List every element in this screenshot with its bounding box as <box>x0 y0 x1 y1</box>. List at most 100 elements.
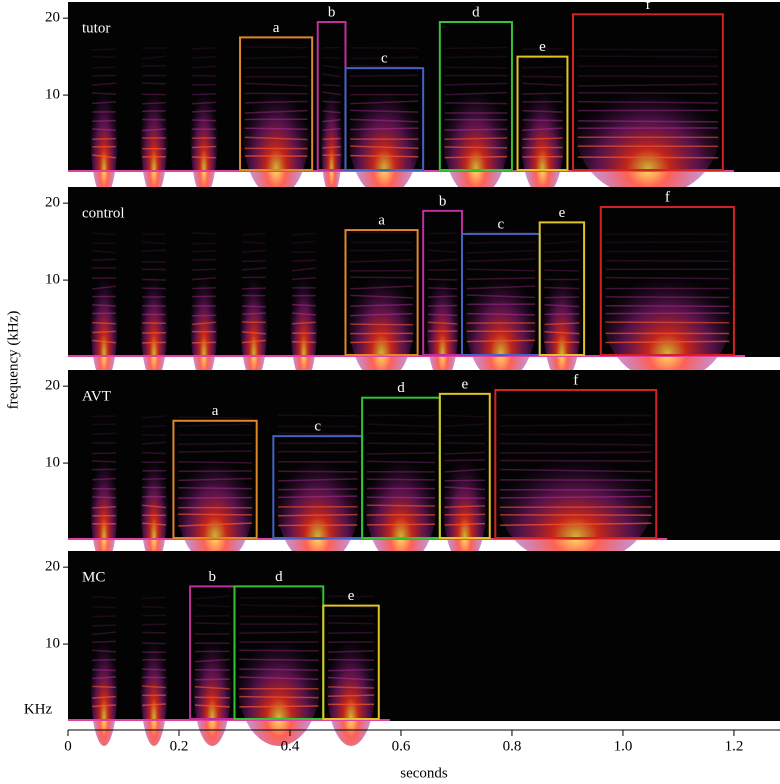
harmonic <box>192 74 216 77</box>
panel: MC 20 10 b d e <box>45 551 780 746</box>
syllable <box>575 67 721 197</box>
harmonic <box>544 250 580 253</box>
harmonic <box>328 622 375 625</box>
harmonic <box>239 705 319 708</box>
harmonic <box>522 119 563 122</box>
harmonic <box>142 241 166 245</box>
harmonic <box>350 64 419 68</box>
syllable <box>603 252 732 382</box>
harmonic <box>178 450 252 453</box>
harmonic <box>466 339 535 343</box>
harmonic <box>142 642 166 645</box>
harmonic <box>239 631 319 634</box>
harmonic <box>366 432 436 435</box>
syllable <box>90 67 118 197</box>
harmonic <box>544 296 580 299</box>
y-axis-label: frequency (kHz) <box>5 311 21 410</box>
harmonic <box>242 287 266 290</box>
syllable <box>140 616 168 746</box>
box-label: b <box>439 193 447 209</box>
box-label: b <box>209 569 217 585</box>
harmonic <box>192 56 216 59</box>
harmonic <box>522 137 563 141</box>
panel: tutor 20 10 a b c d e f <box>45 0 780 197</box>
syllable-box <box>344 67 425 171</box>
harmonic <box>444 55 508 59</box>
harmonic <box>605 276 730 280</box>
harmonic <box>350 127 419 131</box>
y-tick-label: 20 <box>45 195 60 211</box>
harmonic <box>427 278 458 281</box>
harmonic <box>92 330 116 334</box>
harmonic <box>444 423 486 428</box>
harmonic <box>194 658 230 663</box>
box-label: d <box>397 380 405 396</box>
harmonic <box>92 631 117 636</box>
y-tick-label: 10 <box>45 87 60 103</box>
harmonic <box>500 451 652 454</box>
harmonic <box>322 100 341 104</box>
y-tick-label: 20 <box>45 559 60 575</box>
harmonic <box>92 668 116 672</box>
harmonic <box>92 649 116 653</box>
harmonic <box>242 305 266 308</box>
harmonic <box>350 109 419 113</box>
harmonic <box>350 74 419 78</box>
harmonic <box>244 82 308 87</box>
harmonic <box>291 259 316 262</box>
harmonic <box>444 128 508 131</box>
harmonic <box>427 249 458 253</box>
syllable <box>320 67 343 197</box>
harmonic <box>444 442 486 445</box>
syllable <box>542 252 582 382</box>
harmonic <box>92 676 116 680</box>
harmonic <box>244 127 308 130</box>
harmonic <box>577 156 719 159</box>
box-label: e <box>559 205 566 221</box>
syllable <box>140 252 168 382</box>
harmonic <box>241 241 266 244</box>
syllable <box>190 252 218 382</box>
harmonic <box>178 442 252 445</box>
harmonic <box>192 101 216 105</box>
harmonic <box>178 423 252 427</box>
harmonic <box>291 303 316 307</box>
harmonic <box>92 624 116 627</box>
harmonic <box>278 470 358 473</box>
box-label: f <box>573 372 578 388</box>
harmonic <box>92 432 116 435</box>
syllable <box>140 435 168 565</box>
syllable <box>240 252 268 382</box>
box-label: a <box>378 213 385 229</box>
harmonic <box>239 668 319 671</box>
harmonic <box>92 321 116 325</box>
x-tick-label: 0 <box>64 738 72 754</box>
harmonic <box>178 486 252 490</box>
y-tick-label: 10 <box>45 636 60 652</box>
harmonic <box>194 622 230 625</box>
harmonic <box>427 304 458 307</box>
harmonic <box>466 268 535 272</box>
harmonic <box>192 321 216 326</box>
x-tick-label: 1.0 <box>614 738 633 754</box>
syllable <box>326 616 376 746</box>
harmonic <box>194 595 230 600</box>
harmonic <box>544 330 580 335</box>
harmonic <box>92 128 116 132</box>
syllable <box>442 435 487 565</box>
box-label: c <box>498 216 505 232</box>
harmonic <box>366 478 436 481</box>
harmonic <box>92 640 116 644</box>
harmonic <box>350 340 413 344</box>
harmonic <box>577 48 719 51</box>
harmonic <box>366 496 436 499</box>
harmonic <box>241 249 266 254</box>
harmonic <box>291 341 316 344</box>
harmonic <box>291 232 316 236</box>
box-label: c <box>381 51 388 67</box>
box-label: e <box>539 39 546 55</box>
harmonic <box>142 614 166 617</box>
harmonic <box>544 240 580 245</box>
syllable <box>442 67 510 197</box>
syllable <box>289 252 318 382</box>
